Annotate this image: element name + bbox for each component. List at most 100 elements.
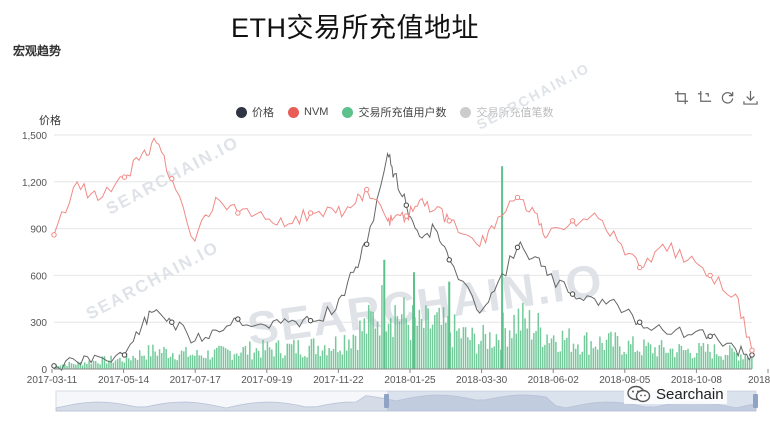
bar-deposit-users (136, 359, 139, 369)
bar-deposit-users (266, 341, 269, 369)
bar-deposit-users (416, 325, 418, 369)
bar-deposit-users (607, 333, 610, 369)
bar-deposit-users (238, 355, 240, 369)
bar-deposit-users (396, 316, 399, 369)
bar-deposit-users (601, 342, 603, 369)
bar-deposit-users (99, 364, 101, 369)
restore-zoom-icon[interactable] (697, 90, 712, 105)
bar-deposit-users (145, 359, 148, 369)
bar-deposit-users (616, 336, 619, 369)
bar-deposit-users (489, 332, 491, 369)
legend-item-deposit-users[interactable]: 交易所充值用户数 (342, 104, 446, 120)
bar-deposit-users (180, 350, 183, 369)
watermark-layer: SEARCHAIN.IO SEARCHAIN.IOSEARCHAIN.IOSEAR… (83, 59, 607, 354)
bar-deposit-users (323, 345, 326, 369)
bar-deposit-users (583, 335, 586, 369)
bar-deposit-users (218, 345, 220, 369)
bar-deposit-users (262, 339, 264, 369)
bar-deposit-users (389, 318, 392, 369)
point-nvm (363, 186, 370, 193)
bar-deposit-users (178, 354, 181, 369)
bar-deposit-users (123, 362, 126, 369)
bar-deposit-users (698, 343, 700, 369)
bar-deposit-users (696, 352, 698, 369)
bar-deposit-users (585, 332, 588, 369)
bar-deposit-users (169, 356, 172, 369)
download-icon[interactable] (743, 90, 758, 105)
bar-deposit-users (317, 345, 319, 369)
bar-deposit-users (456, 330, 458, 369)
bar-deposit-users (348, 339, 350, 369)
bar-deposit-users (240, 352, 242, 369)
point-nvm (514, 194, 521, 201)
bar-deposit-users (537, 312, 540, 369)
bar-deposit-users (372, 311, 374, 369)
bar-deposit-users (693, 357, 696, 369)
bar-deposit-users (718, 356, 720, 369)
bar-deposit-users (163, 346, 165, 369)
legend-item-deposit-count[interactable]: 交易所充值笔数 (460, 104, 553, 120)
bar-deposit-users (526, 328, 529, 369)
bar-deposit-users (643, 339, 645, 369)
legend-dot-price (236, 106, 247, 118)
bar-deposit-users (174, 359, 176, 369)
point-price (446, 257, 452, 263)
bar-deposit-users (66, 366, 68, 369)
bar-deposit-users (541, 346, 544, 369)
bar-deposit-users (108, 360, 110, 369)
bar-deposit-users (284, 355, 286, 369)
bar-deposit-users (213, 349, 216, 369)
bar-deposit-users (427, 308, 429, 369)
crop-icon[interactable] (674, 90, 689, 105)
bar-deposit-users (632, 336, 634, 369)
page-title: ETH交易所充值地址 (231, 13, 479, 43)
bar-deposit-users (191, 354, 194, 369)
legend-item-nvm[interactable]: NVM (288, 106, 328, 118)
bar-deposit-users (350, 348, 352, 369)
bar-deposit-users (700, 346, 702, 369)
bar-deposit-users (500, 349, 502, 369)
bar-deposit-users (623, 351, 625, 369)
bar-deposit-users (227, 349, 229, 369)
bar-deposit-users (279, 353, 282, 369)
bar-deposit-users (713, 344, 716, 369)
bar-deposit-users (354, 335, 357, 369)
bar-deposit-users (570, 351, 573, 369)
bar-deposit-users (363, 318, 366, 369)
bar-deposit-users (546, 334, 548, 369)
slider-preview-area (55, 394, 757, 412)
bar-deposit-users (596, 349, 599, 369)
x-tick-label: 2017-05-14 (98, 375, 150, 386)
bar-deposit-users (125, 353, 128, 369)
bar-deposit-users (361, 331, 363, 369)
bar-deposit-users (665, 352, 667, 369)
bar-deposit-users (271, 349, 273, 369)
bar-deposit-users (105, 363, 108, 369)
bar-deposit-users (577, 344, 579, 369)
bar-deposit-users (374, 328, 377, 369)
bar-deposit-users (359, 320, 361, 369)
point-price (169, 319, 175, 325)
bar-deposit-users (116, 359, 119, 369)
bar-deposit-users (231, 359, 233, 369)
bar-deposit-users (711, 358, 713, 369)
bar-deposit-users (687, 348, 689, 369)
y-tick-label: 1,500 (22, 131, 47, 142)
legend-item-price[interactable]: 价格 (236, 104, 274, 120)
refresh-icon[interactable] (720, 90, 735, 105)
bar-deposit-users (244, 345, 247, 369)
bar-deposit-users (134, 357, 137, 369)
bar-deposit-users (652, 353, 654, 369)
point-price (363, 241, 370, 247)
bar-deposit-users (216, 347, 218, 369)
bar-deposit-users (152, 344, 154, 369)
y-tick-label: 1,200 (22, 178, 47, 189)
point-nvm (637, 264, 643, 271)
bar-deposit-users (649, 344, 652, 369)
bar-deposit-users (103, 356, 106, 369)
chart-toolbox (674, 90, 758, 105)
bar-deposit-users (387, 323, 390, 369)
bar-deposit-users (86, 363, 88, 369)
bar-deposit-users (574, 348, 577, 369)
bar-deposit-users (268, 347, 271, 369)
